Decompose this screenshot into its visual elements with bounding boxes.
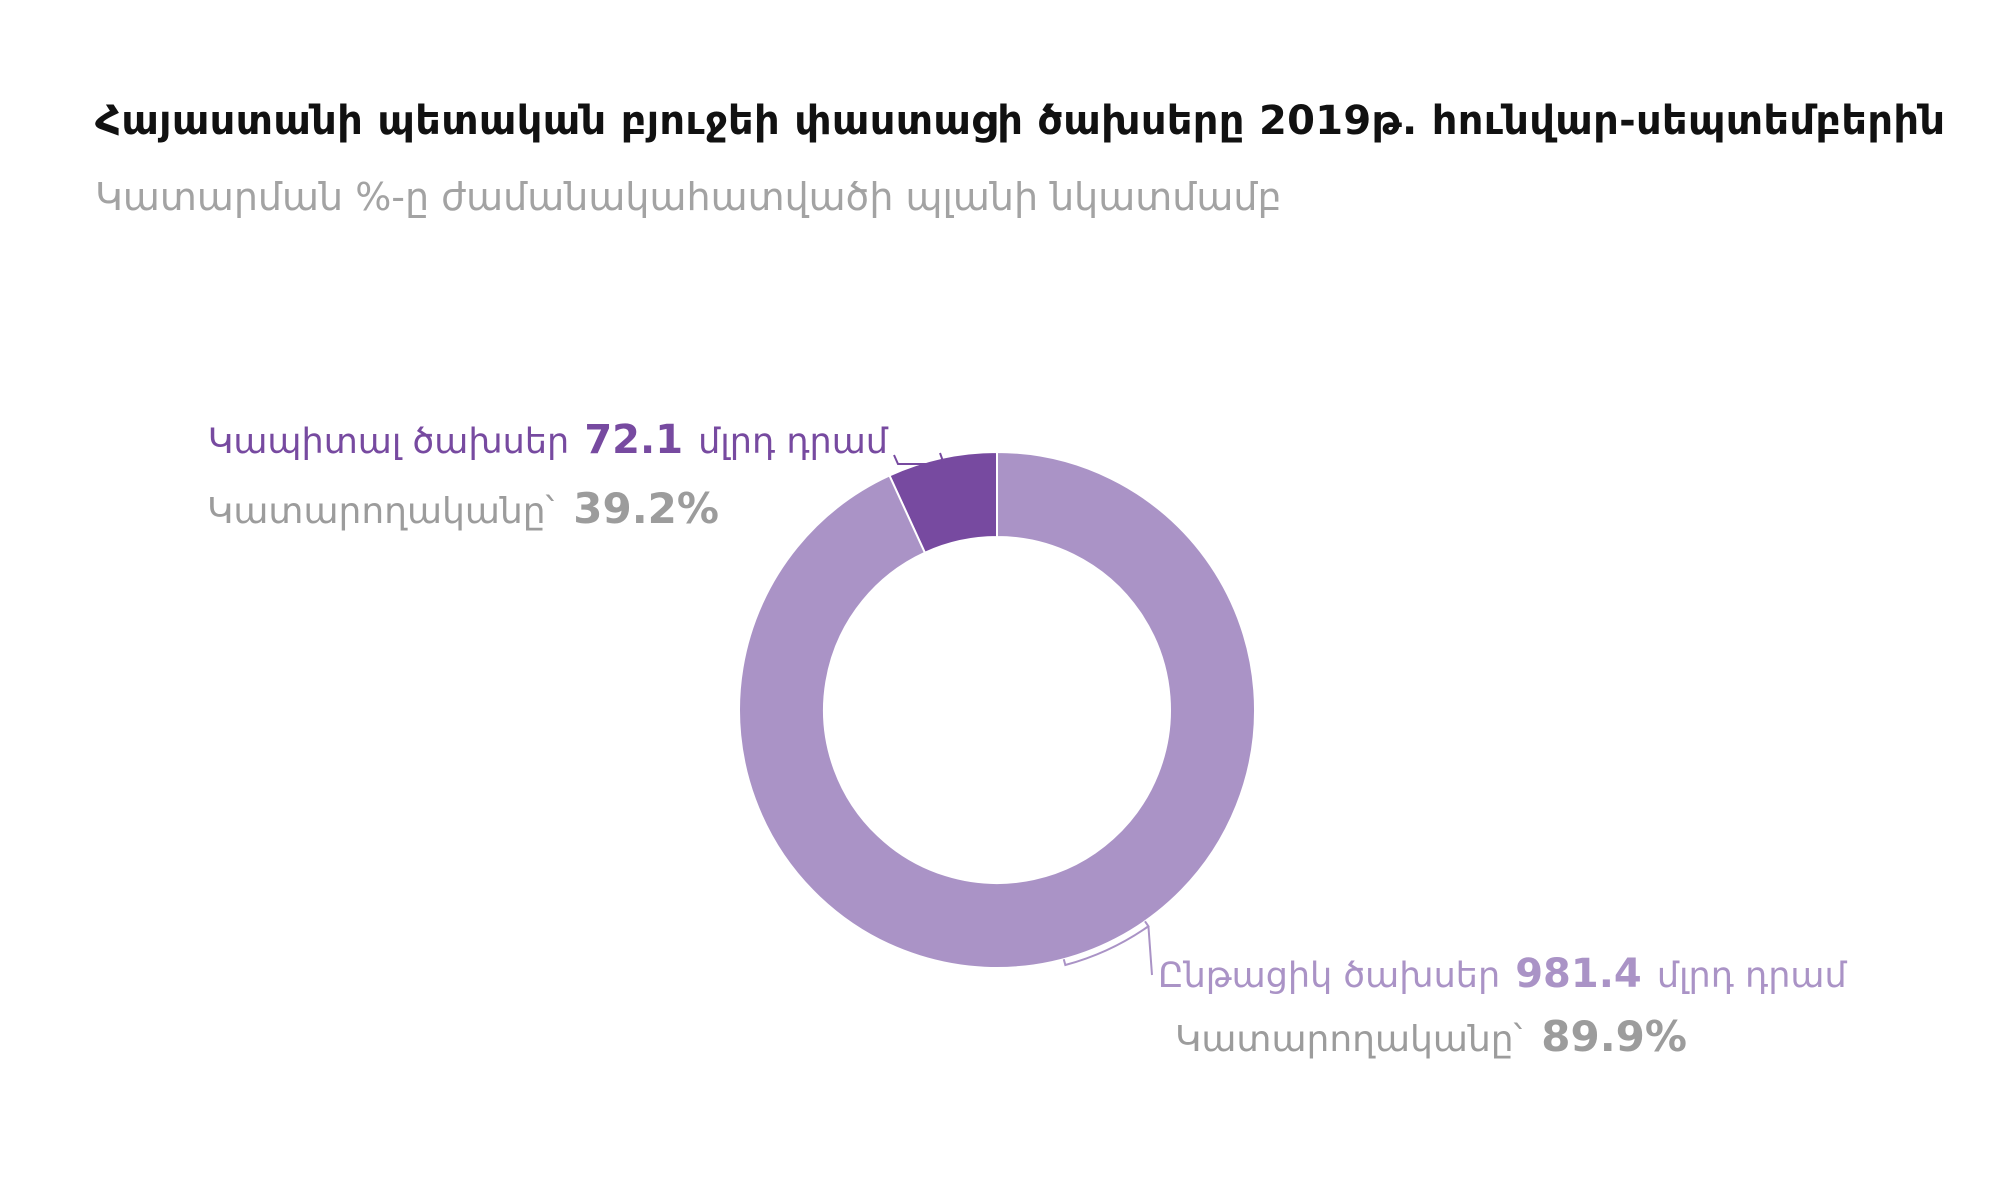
perf-current-label: Կատարողականը՝	[1175, 1019, 1523, 1060]
donut-slices	[738, 450, 1256, 969]
perf-current-value: 89.9%	[1541, 1012, 1687, 1061]
chart-subtitle: Կատարման %-ը ժամանակահատվածի պլանի նկատմ…	[95, 175, 1282, 219]
leader-line-current	[1062, 920, 1153, 976]
chart-title: Հայաստանի պետական բյուջեի փաստացի ծախսեր…	[95, 98, 1946, 144]
label-capital: Կապիտալ ծախսեր 72.1 մլրդ դրամ	[208, 417, 889, 463]
perf-capital-label: Կատարողականը՝	[207, 491, 555, 532]
label-current-value: 981.4	[1515, 951, 1642, 997]
label-capital-unit: մլրդ դրամ	[698, 422, 889, 462]
perf-capital: Կատարողականը՝ 39.2%	[207, 484, 719, 533]
perf-current: Կատարողականը՝ 89.9%	[1175, 1012, 1687, 1061]
label-current: Ընթացիկ ծախսեր 981.4 մլրդ դրամ	[1158, 951, 1848, 997]
donut-slice-1	[738, 450, 1256, 969]
label-current-unit: մլրդ դրամ	[1657, 956, 1848, 996]
label-capital-value: 72.1	[584, 417, 683, 463]
label-capital-name: Կապիտալ ծախսեր	[208, 422, 570, 462]
label-current-name: Ընթացիկ ծախսեր	[1158, 956, 1500, 996]
leader-line-capital	[893, 452, 946, 465]
perf-capital-value: 39.2%	[573, 484, 719, 533]
